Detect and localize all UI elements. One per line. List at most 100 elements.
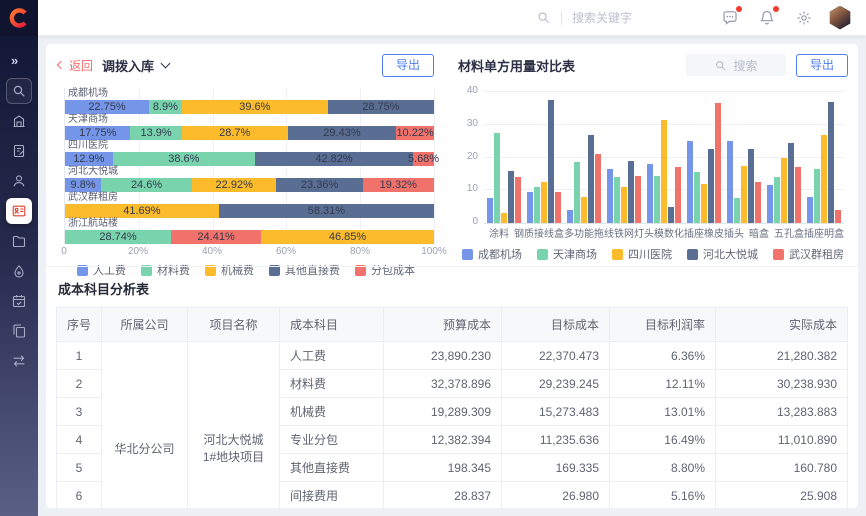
legend-item[interactable]: 其他直接费 [269,262,340,278]
table-row[interactable]: 4 专业分包 12,382.394 11,235.636 16.49% 11,010.89… [56,425,848,454]
bar[interactable] [508,170,514,223]
bar-segment[interactable]: 28.74% [65,230,172,244]
gear-icon[interactable] [795,9,813,27]
bar[interactable] [734,198,740,223]
bar[interactable] [635,175,641,223]
sidebar-item-id-card[interactable] [6,198,32,224]
back-button[interactable]: 返回 [69,58,94,73]
bar[interactable] [694,172,700,223]
bar[interactable] [588,134,594,223]
bar[interactable] [774,177,780,223]
bar[interactable] [767,185,773,223]
bar[interactable] [487,198,493,223]
bar[interactable] [628,160,634,223]
bar[interactable] [668,206,674,223]
bar[interactable] [647,164,653,223]
bar[interactable] [548,100,554,223]
avatar[interactable] [829,5,851,30]
bar-segment[interactable]: 13.9% [130,126,182,140]
app-logo[interactable] [0,0,38,36]
legend-item[interactable]: 武汉群租房 [773,246,844,262]
sidebar-item-expand[interactable]: » [6,48,32,74]
bar[interactable] [814,168,820,223]
bar[interactable] [781,157,787,223]
sidebar-item-document-edit[interactable] [6,138,32,164]
bar[interactable] [527,191,533,223]
panel-search-box[interactable]: 搜索 [685,54,786,76]
bar[interactable] [687,141,693,223]
bar-segment[interactable]: 8.9% [148,100,182,114]
bar-segment[interactable]: 23.36% [276,178,363,192]
legend-item[interactable]: 机械费 [205,262,254,278]
legend-item[interactable]: 四川医院 [612,246,672,262]
table-row[interactable]: 2 材料费 32,378.896 29,239.245 12.11% 30,238.930 [56,369,848,398]
column-header[interactable]: 目标成本 [501,307,610,342]
bar[interactable] [715,103,721,223]
bar-segment[interactable]: 22.75% [65,100,149,114]
chevron-down-icon[interactable] [160,58,171,69]
bar[interactable] [621,186,627,223]
bar-segment[interactable]: 42.82% [255,152,414,166]
bar[interactable] [574,162,580,223]
bar[interactable] [515,177,521,223]
bar-segment[interactable]: 12.9% [65,152,113,166]
bar[interactable] [555,191,561,223]
global-search[interactable] [536,10,654,25]
table-row[interactable]: 6 间接费用 28.837 26.980 5.16% 25.908 [56,481,848,508]
column-header[interactable]: 序号 [56,307,102,342]
bar[interactable] [795,167,801,223]
bar[interactable] [748,149,754,223]
sidebar-item-building[interactable] [6,108,32,134]
sidebar-item-water-drop[interactable] [6,258,32,284]
column-header[interactable]: 目标利润率 [609,307,716,342]
legend-item[interactable]: 河北大悦城 [687,246,758,262]
table-row[interactable]: 5 其他直接费 198.345 169.335 8.80% 160.780 [56,453,848,482]
bar[interactable] [727,141,733,223]
bar[interactable] [701,183,707,223]
bar[interactable] [661,119,667,223]
bar-segment[interactable]: 24.6% [101,178,192,192]
bar-segment[interactable]: 5.68% [407,152,440,166]
bar-segment[interactable]: 28.75% [327,100,434,114]
bar-segment[interactable]: 19.32% [362,178,434,192]
sidebar-item-user[interactable] [6,168,32,194]
legend-item[interactable]: 成都机场 [462,246,522,262]
column-header[interactable]: 预算成本 [383,307,502,342]
bar-segment[interactable]: 22.92% [191,178,277,192]
bar-segment[interactable]: 9.8% [65,178,102,192]
bar[interactable] [567,209,573,223]
bar[interactable] [755,182,761,223]
sidebar-item-calendar-check[interactable] [6,288,32,314]
bar-segment[interactable]: 17.75% [65,126,131,140]
bar[interactable] [788,142,794,223]
bell-icon[interactable] [758,5,779,27]
bar-segment[interactable]: 29.43% [287,126,397,140]
bar-segment[interactable]: 41.69% [65,204,219,218]
legend-item[interactable]: 人工费 [77,262,126,278]
bar-segment[interactable]: 38.6% [112,152,256,166]
bar[interactable] [541,182,547,223]
bar[interactable] [807,196,813,223]
bar[interactable] [828,101,834,223]
bar[interactable] [607,168,613,223]
bar[interactable] [675,167,681,223]
column-header[interactable]: 实际成本 [715,307,848,342]
legend-item[interactable]: 天津商场 [537,246,597,262]
legend-item[interactable]: 分包成本 [355,262,415,278]
bar-segment[interactable]: 24.41% [171,230,262,244]
bar-segment[interactable]: 39.6% [181,100,328,114]
bar[interactable] [534,186,540,223]
sidebar-item-transfer[interactable] [6,348,32,374]
bar[interactable] [581,196,587,223]
bar[interactable] [708,149,714,223]
bar[interactable] [494,132,500,223]
bar-segment[interactable]: 58.31% [218,204,434,218]
column-header[interactable]: 所属公司 [101,307,188,342]
legend-item[interactable]: 材料费 [141,262,190,278]
global-search-input[interactable] [572,10,654,25]
bar[interactable] [614,177,620,223]
column-header[interactable]: 成本科目 [279,307,384,342]
bar-segment[interactable]: 10.22% [396,126,434,140]
column-header[interactable]: 项目名称 [187,307,280,342]
bar-segment[interactable]: 28.7% [181,126,288,140]
